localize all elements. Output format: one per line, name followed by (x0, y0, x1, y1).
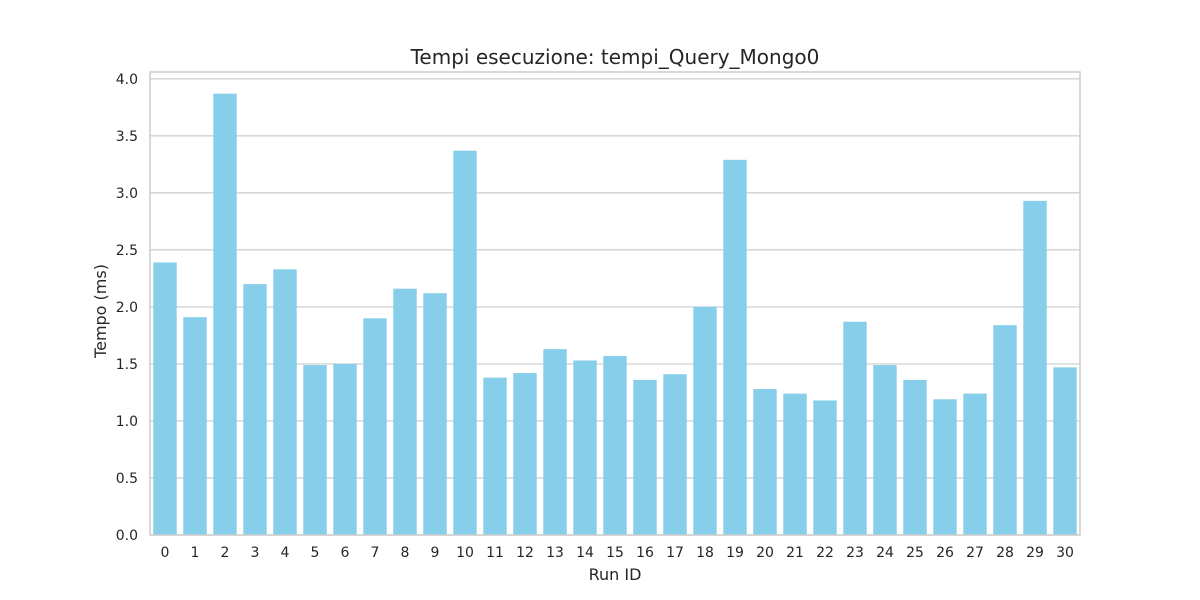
y-tick-label: 4.0 (116, 72, 138, 88)
bar-run-8 (393, 288, 417, 535)
bar-run-2 (213, 93, 237, 536)
bar-run-20 (753, 389, 777, 535)
bar-run-12 (513, 373, 537, 535)
x-tick-labels: 0 1 2 3 4 5 6 7 8 9 10 11 12 13 14 15 16 17 18 19 20 21 22 23 24… (161, 545, 1074, 561)
bar-run-30 (1053, 367, 1077, 535)
y-tick-labels: 0.0 0.5 1.0 1.5 2.0 2.5 3.0 3.5 4.0 (116, 72, 138, 544)
x-tick-label: 19 (726, 545, 744, 561)
y-tick-label: 0.5 (116, 471, 138, 487)
x-tick-label: 29 (1026, 545, 1044, 561)
x-tick-label: 10 (456, 545, 474, 561)
x-tick-label: 24 (876, 545, 894, 561)
bar-run-29 (1023, 200, 1047, 535)
y-tick-label: 1.5 (116, 357, 138, 373)
x-tick-label: 8 (401, 545, 410, 561)
bar-run-16 (633, 379, 657, 535)
x-tick-label: 23 (846, 545, 864, 561)
y-tick-label: 3.5 (116, 129, 138, 145)
x-tick-label: 21 (786, 545, 804, 561)
x-tick-label: 14 (576, 545, 594, 561)
bar-run-25 (903, 379, 927, 535)
x-tick-label: 28 (996, 545, 1014, 561)
x-tick-label: 15 (606, 545, 624, 561)
y-tick-label: 3.0 (116, 186, 138, 202)
bar-layer (153, 93, 1077, 536)
bar-run-6 (333, 363, 357, 535)
bar-run-10 (453, 150, 477, 535)
x-tick-label: 17 (666, 545, 684, 561)
x-tick-label: 5 (311, 545, 320, 561)
x-tick-label: 1 (191, 545, 200, 561)
chart-title: Tempi esecuzione: tempi_Query_Mongo0 (410, 45, 820, 69)
y-tick-label: 0.0 (116, 528, 138, 544)
bar-run-15 (603, 355, 627, 535)
bar-run-14 (573, 360, 597, 535)
bar-run-26 (933, 399, 957, 535)
x-tick-label: 2 (221, 545, 230, 561)
bar-run-11 (483, 377, 507, 535)
x-tick-label: 6 (341, 545, 350, 561)
x-tick-label: 7 (371, 545, 380, 561)
x-tick-label: 18 (696, 545, 714, 561)
x-axis-label: Run ID (589, 565, 642, 584)
bar-run-4 (273, 269, 297, 535)
x-tick-label: 0 (161, 545, 170, 561)
bar-run-22 (813, 400, 837, 535)
bar-run-23 (843, 321, 867, 535)
bar-run-19 (723, 159, 747, 535)
y-tick-label: 2.5 (116, 243, 138, 259)
x-tick-label: 13 (546, 545, 564, 561)
bar-run-17 (663, 374, 687, 535)
x-tick-label: 20 (756, 545, 774, 561)
bar-run-7 (363, 318, 387, 535)
bar-run-0 (153, 262, 177, 535)
x-tick-label: 3 (251, 545, 260, 561)
y-tick-label: 2.0 (116, 300, 138, 316)
bar-run-24 (873, 365, 897, 535)
y-tick-label: 1.0 (116, 414, 138, 430)
bar-run-28 (993, 325, 1017, 535)
x-tick-label: 27 (966, 545, 984, 561)
x-tick-label: 30 (1056, 545, 1074, 561)
x-tick-label: 22 (816, 545, 834, 561)
x-tick-label: 4 (281, 545, 290, 561)
bar-run-5 (303, 365, 327, 535)
x-tick-label: 9 (431, 545, 440, 561)
y-axis-label: Tempo (ms) (91, 264, 110, 359)
bar-run-18 (693, 306, 717, 535)
bar-run-21 (783, 393, 807, 535)
x-tick-label: 16 (636, 545, 654, 561)
bar-run-1 (183, 317, 207, 535)
bar-run-27 (963, 393, 987, 535)
bar-run-13 (543, 349, 567, 535)
plot-frame (149, 71, 1081, 536)
x-tick-label: 11 (486, 545, 504, 561)
x-tick-label: 26 (936, 545, 954, 561)
bar-run-9 (423, 293, 447, 535)
x-tick-label: 12 (516, 545, 534, 561)
x-tick-label: 25 (906, 545, 924, 561)
bar-run-3 (243, 284, 267, 535)
